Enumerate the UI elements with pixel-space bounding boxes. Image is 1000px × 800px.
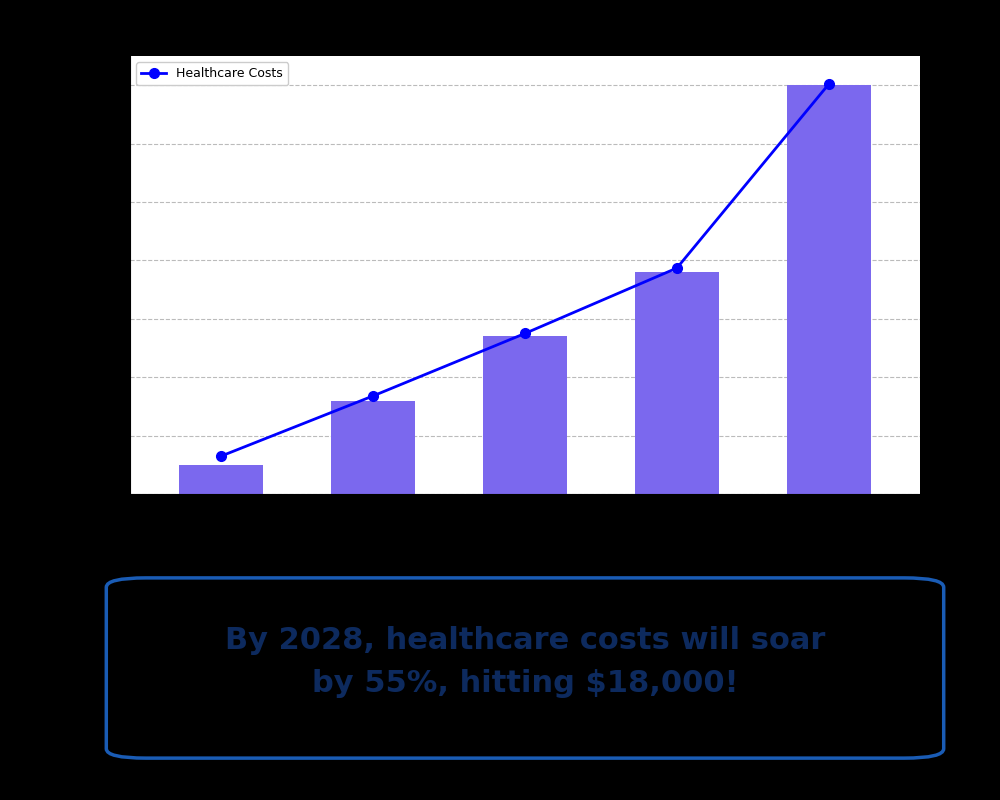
Healthcare Costs xyxy=(671,263,683,273)
Title: Projected Healthcare Costs (2024 - 2028): Projected Healthcare Costs (2024 - 2028) xyxy=(353,31,697,49)
Bar xyxy=(787,86,871,494)
Healthcare Costs xyxy=(823,79,835,89)
Legend: Healthcare Costs: Healthcare Costs xyxy=(136,62,288,86)
X-axis label: Year: Year xyxy=(509,523,541,538)
FancyBboxPatch shape xyxy=(106,578,944,758)
Line: Healthcare Costs: Healthcare Costs xyxy=(216,79,834,461)
Bar xyxy=(179,465,263,494)
Healthcare Costs xyxy=(367,391,379,401)
Bar xyxy=(331,401,415,494)
Bar xyxy=(483,336,567,494)
Text: By 2028, healthcare costs will soar
by 55%, hitting $18,000!: By 2028, healthcare costs will soar by 5… xyxy=(225,626,825,698)
Bar xyxy=(635,272,719,494)
Y-axis label: Cost in USD: Cost in USD xyxy=(56,230,71,320)
Healthcare Costs xyxy=(215,451,227,461)
Healthcare Costs xyxy=(519,329,531,338)
